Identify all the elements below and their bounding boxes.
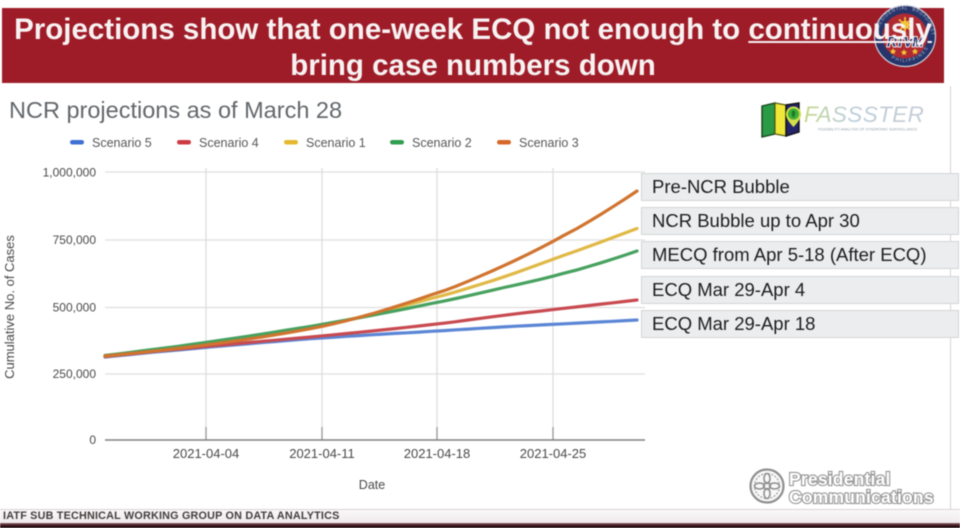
svg-text:500,000: 500,000 [53, 301, 97, 315]
svg-text:2021-04-18: 2021-04-18 [404, 446, 471, 461]
svg-text:Date: Date [359, 478, 385, 492]
svg-text:Cumulative No. of Cases: Cumulative No. of Cases [2, 235, 17, 379]
svg-text:Scenario 5: Scenario 5 [92, 136, 152, 150]
svg-text:FASSSTER: FASSSTER [804, 102, 924, 127]
svg-text:Communications: Communications [789, 487, 934, 507]
svg-text:Scenario 4: Scenario 4 [199, 136, 259, 150]
svg-text:Scenario 1: Scenario 1 [306, 136, 366, 150]
svg-text:FEASIBILITY ANALYSIS OF SYNDRO: FEASIBILITY ANALYSIS OF SYNDROMIC SURVEI… [818, 128, 918, 132]
svg-text:0: 0 [89, 433, 96, 447]
svg-text:250,000: 250,000 [53, 367, 97, 381]
svg-text:2021-04-11: 2021-04-11 [289, 446, 355, 461]
svg-text:Presidential: Presidential [789, 469, 891, 489]
svg-text:2021-04-25: 2021-04-25 [520, 446, 587, 461]
svg-text:RTVM: RTVM [887, 35, 924, 50]
svg-text:1,000,000: 1,000,000 [43, 166, 97, 180]
svg-text:Scenario 3: Scenario 3 [519, 136, 579, 150]
svg-text:2021-04-04: 2021-04-04 [173, 446, 240, 461]
svg-text:750,000: 750,000 [53, 233, 97, 247]
svg-text:Scenario 2: Scenario 2 [412, 136, 472, 150]
